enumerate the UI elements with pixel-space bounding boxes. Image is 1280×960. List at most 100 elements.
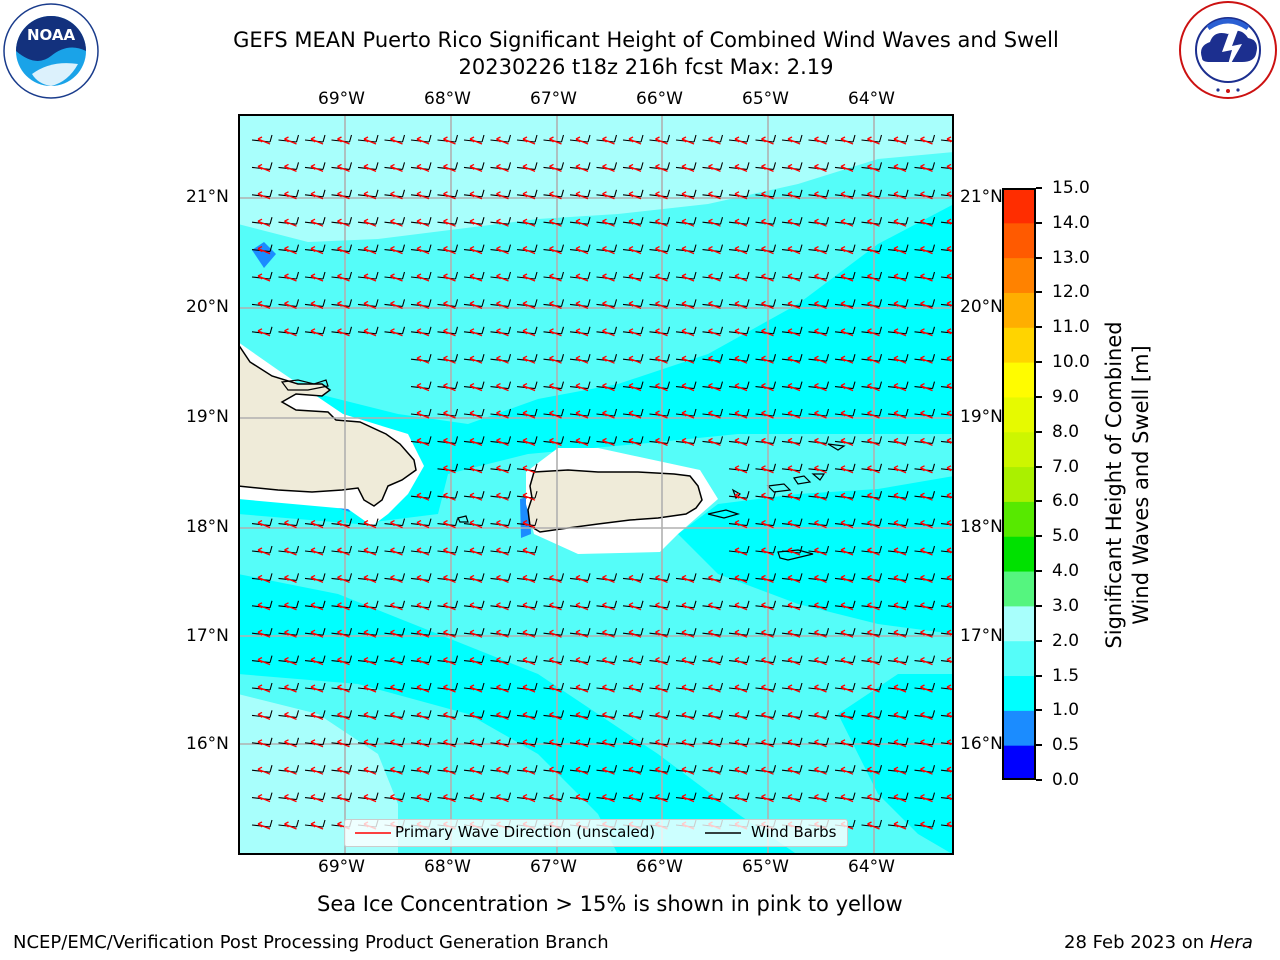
wave-direction-arrow xyxy=(337,574,350,583)
wave-direction-arrow xyxy=(814,273,827,282)
wave-direction-arrow xyxy=(416,163,430,172)
colorbar-band xyxy=(1002,501,1036,537)
wave-direction-arrow xyxy=(257,766,271,775)
wave-height-band-mid xyxy=(238,434,954,855)
wave-direction-arrow xyxy=(310,711,324,720)
wave-direction-arrow xyxy=(602,136,615,145)
wave-direction-arrow xyxy=(920,273,933,282)
wave-direction-arrow xyxy=(893,766,907,775)
wave-direction-arrow xyxy=(284,794,297,803)
wave-direction-arrow xyxy=(416,300,430,309)
wave-direction-arrow xyxy=(814,191,827,200)
wave-direction-arrow xyxy=(390,328,403,337)
wave-direction-arrow xyxy=(363,218,377,227)
wave-direction-arrow xyxy=(469,574,483,583)
wave-direction-arrow xyxy=(814,300,827,309)
wave-direction-arrow xyxy=(602,766,615,775)
wave-direction-arrow xyxy=(469,191,483,200)
wave-direction-arrow xyxy=(549,410,562,419)
wave-direction-arrow xyxy=(814,355,827,364)
wave-direction-arrow xyxy=(814,602,827,611)
wave-direction-arrow xyxy=(628,273,642,282)
wave-direction-arrow xyxy=(443,383,456,392)
wave-direction-arrow xyxy=(363,191,377,200)
wave-direction-arrow xyxy=(734,355,748,364)
colorbar-band xyxy=(1002,605,1036,642)
wave-direction-arrow xyxy=(787,794,801,803)
wave-direction-arrow xyxy=(575,273,589,282)
colorbar-band xyxy=(1002,362,1036,398)
wave-direction-arrow xyxy=(681,574,695,583)
wave-direction-arrow xyxy=(893,218,907,227)
wave-direction-arrow xyxy=(602,191,615,200)
wave-direction-arrow xyxy=(337,794,350,803)
wave-direction-arrow xyxy=(893,437,907,446)
wave-direction-arrow xyxy=(390,191,403,200)
wave-direction-arrow xyxy=(602,602,615,611)
wave-direction-arrow xyxy=(549,437,562,446)
wave-direction-arrow xyxy=(920,492,933,501)
wave-direction-arrow xyxy=(761,163,774,172)
wave-direction-arrow xyxy=(522,739,536,748)
wave-direction-arrow xyxy=(655,300,668,309)
map-frame xyxy=(238,114,954,855)
wave-direction-arrow xyxy=(416,574,430,583)
colorbar-band xyxy=(1002,536,1036,572)
wave-direction-arrow xyxy=(708,602,721,611)
wave-direction-arrow xyxy=(708,794,721,803)
wave-direction-arrow xyxy=(602,300,615,309)
wave-direction-arrow xyxy=(549,739,562,748)
wave-direction-arrow xyxy=(416,492,430,501)
wave-direction-arrow xyxy=(496,355,509,364)
wave-direction-arrow xyxy=(549,246,562,255)
wave-direction-arrow xyxy=(416,218,430,227)
wave-direction-arrow xyxy=(602,218,615,227)
wave-direction-arrow xyxy=(920,629,933,638)
wave-direction-arrow xyxy=(681,629,695,638)
wave-direction-arrow xyxy=(893,355,907,364)
colorbar-tick-label: 1.5 xyxy=(1052,665,1080,686)
wave-direction-arrow xyxy=(814,657,827,666)
wave-direction-arrow xyxy=(867,629,880,638)
wave-direction-arrow xyxy=(920,136,933,145)
wave-direction-arrow xyxy=(363,794,377,803)
wave-direction-arrow xyxy=(708,273,721,282)
wave-direction-arrow xyxy=(602,794,615,803)
colorbar-band xyxy=(1002,327,1036,363)
wave-direction-arrow xyxy=(549,383,562,392)
wave-direction-arrow xyxy=(257,246,271,255)
wave-direction-arrow xyxy=(655,383,668,392)
wave-direction-arrow xyxy=(893,273,907,282)
wave-direction-arrow xyxy=(522,684,536,693)
colorbar-band xyxy=(1002,188,1036,224)
wave-direction-arrow xyxy=(681,136,695,145)
wave-direction-arrow xyxy=(628,711,642,720)
wave-direction-arrow xyxy=(310,191,324,200)
colorbar-tick-mark xyxy=(1036,639,1042,642)
wave-direction-arrow xyxy=(920,574,933,583)
wave-direction-arrow xyxy=(390,136,403,145)
noaa-logo-text: NOAA xyxy=(27,26,76,44)
lon-label-bottom: 66°W xyxy=(636,857,683,877)
wave-direction-arrow xyxy=(655,437,668,446)
colorbar-tick-mark xyxy=(1036,291,1042,294)
wave-direction-arrow xyxy=(284,766,297,775)
wave-direction-arrow xyxy=(284,574,297,583)
wave-direction-arrow xyxy=(681,657,695,666)
wave-direction-arrow xyxy=(920,684,933,693)
wave-direction-arrow xyxy=(840,410,854,419)
lon-label-top: 66°W xyxy=(636,89,683,109)
wave-direction-arrow xyxy=(814,465,827,474)
wave-direction-arrow xyxy=(522,246,536,255)
wave-direction-arrow xyxy=(390,766,403,775)
wave-direction-arrow xyxy=(867,437,880,446)
colorbar-tick-mark xyxy=(1036,256,1042,259)
wave-direction-arrow xyxy=(787,492,801,501)
wave-direction-arrow xyxy=(734,739,748,748)
wave-direction-arrow xyxy=(257,547,271,556)
wave-direction-arrow xyxy=(761,739,774,748)
colorbar-tick-mark xyxy=(1036,221,1042,224)
wave-direction-arrow xyxy=(469,355,483,364)
wave-direction-arrow xyxy=(655,136,668,145)
wave-direction-arrow xyxy=(469,684,483,693)
